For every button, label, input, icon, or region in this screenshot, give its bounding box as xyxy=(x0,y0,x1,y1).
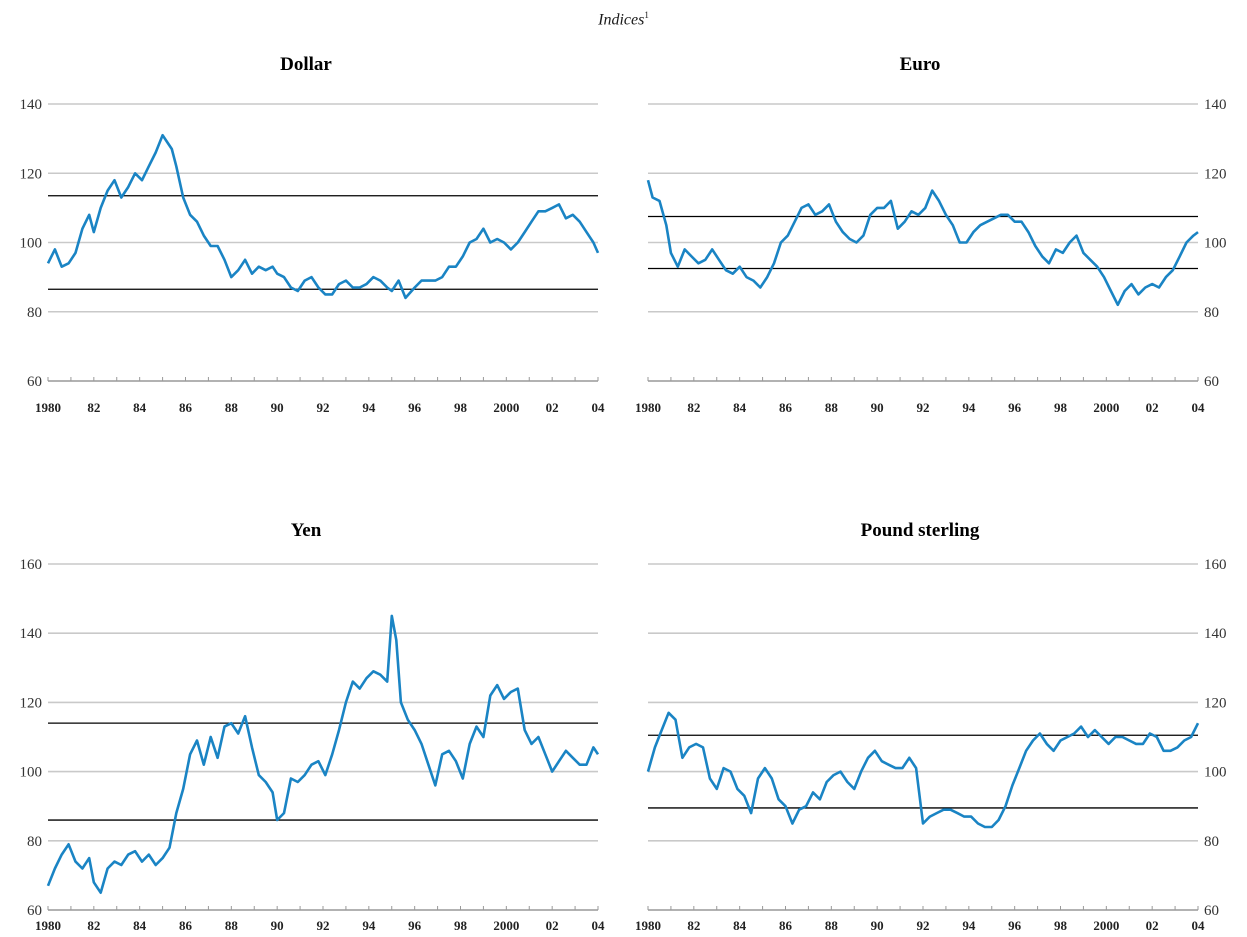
euro-xtick-label-86: 86 xyxy=(779,400,793,415)
dollar-xtick-label-84: 84 xyxy=(133,400,147,415)
dollar-xtick-label-04: 04 xyxy=(592,400,606,415)
yen-ytick-label-80: 80 xyxy=(27,834,42,850)
dollar-ytick-label-80: 80 xyxy=(27,305,42,321)
pound-sterling-ytick-label-140: 140 xyxy=(1204,626,1227,642)
euro-xtick-label-84: 84 xyxy=(733,400,747,415)
pound-sterling-ytick-label-60: 60 xyxy=(1204,903,1219,919)
chart-panel-euro: Euro 60 80 100 120 140 1980 82 84 86 88 90 92 94 96 98 2… xyxy=(635,54,1227,415)
euro-xtick-label-96: 96 xyxy=(1008,400,1022,415)
yen-ytick-label-160: 160 xyxy=(20,557,43,573)
euro-ytick-label-60: 60 xyxy=(1204,374,1219,390)
dollar-ytick-label-120: 120 xyxy=(20,166,43,182)
yen-xtick-label-88: 88 xyxy=(225,918,239,933)
euro-xtick-label-90: 90 xyxy=(871,400,884,415)
pound-sterling-xtick-label-04: 04 xyxy=(1192,918,1206,933)
pound-sterling-ytick-label-80: 80 xyxy=(1204,834,1219,850)
euro-xtick-label-1980: 1980 xyxy=(635,400,661,415)
dollar-ytick-label-140: 140 xyxy=(20,97,43,113)
yen-xtick-label-98: 98 xyxy=(454,918,468,933)
yen-ytick-label-140: 140 xyxy=(20,626,43,642)
euro-ytick-label-80: 80 xyxy=(1204,305,1219,321)
yen-xtick-label-96: 96 xyxy=(408,918,422,933)
yen-ytick-label-60: 60 xyxy=(27,903,42,919)
euro-xtick-label-2000: 2000 xyxy=(1093,400,1119,415)
euro-xtick-label-82: 82 xyxy=(687,400,700,415)
pound-sterling-xtick-label-84: 84 xyxy=(733,918,747,933)
dollar-ytick-label-60: 60 xyxy=(27,374,42,390)
yen-title: Yen xyxy=(291,520,322,541)
yen-xtick-label-82: 82 xyxy=(87,918,100,933)
pound-sterling-xtick-label-1980: 1980 xyxy=(635,918,661,933)
pound-sterling-xtick-label-82: 82 xyxy=(687,918,700,933)
euro-ytick-label-140: 140 xyxy=(1204,97,1227,113)
euro-series-line xyxy=(646,179,1199,307)
yen-xtick-label-90: 90 xyxy=(271,918,284,933)
euro-xtick-label-88: 88 xyxy=(825,400,839,415)
yen-xtick-label-2000: 2000 xyxy=(493,918,519,933)
yen-xtick-label-86: 86 xyxy=(179,918,193,933)
pound-sterling-xtick-label-88: 88 xyxy=(825,918,839,933)
dollar-xtick-label-02: 02 xyxy=(546,400,559,415)
figure-title-footnote: 1 xyxy=(644,10,649,20)
chart-panel-yen: Yen 60 80 100 120 140 160 1980 82 84 86 88 90 92 94 96 9… xyxy=(20,520,606,933)
dollar-title: Dollar xyxy=(280,54,332,75)
euro-ytick-label-120: 120 xyxy=(1204,166,1227,182)
pound-sterling-xtick-label-02: 02 xyxy=(1146,918,1159,933)
pound-sterling-xtick-label-94: 94 xyxy=(962,918,976,933)
yen-ytick-label-120: 120 xyxy=(20,695,43,711)
dollar-xtick-label-96: 96 xyxy=(408,400,422,415)
yen-xtick-label-04: 04 xyxy=(592,918,606,933)
dollar-xtick-label-2000: 2000 xyxy=(493,400,519,415)
dollar-series-line xyxy=(46,133,600,300)
yen-ytick-label-100: 100 xyxy=(20,765,43,781)
pound-sterling-xtick-label-2000: 2000 xyxy=(1093,918,1119,933)
pound-sterling-xtick-label-86: 86 xyxy=(779,918,793,933)
dollar-xtick-label-92: 92 xyxy=(317,400,330,415)
euro-xtick-label-92: 92 xyxy=(917,400,930,415)
pound-sterling-ytick-label-160: 160 xyxy=(1204,557,1227,573)
figure-title-text: Indices xyxy=(598,11,645,29)
chart-panel-pound-sterling: Pound sterling 60 80 100 120 140 160 1980 82 84 86… xyxy=(635,520,1227,933)
euro-ytick-label-100: 100 xyxy=(1204,236,1227,252)
dollar-xtick-label-82: 82 xyxy=(87,400,100,415)
chart-panel-dollar: Dollar 60 80 100 120 140 1980 82 84 86 88 90 92 94 96 9… xyxy=(20,54,606,415)
pound-sterling-xtick-label-96: 96 xyxy=(1008,918,1022,933)
dollar-xtick-label-94: 94 xyxy=(362,400,376,415)
euro-xtick-label-98: 98 xyxy=(1054,400,1068,415)
dollar-xtick-label-86: 86 xyxy=(179,400,193,415)
yen-series-line xyxy=(46,614,600,894)
pound-sterling-xtick-label-90: 90 xyxy=(871,918,884,933)
dollar-xtick-label-98: 98 xyxy=(454,400,468,415)
euro-xtick-label-02: 02 xyxy=(1146,400,1159,415)
pound-sterling-title: Pound sterling xyxy=(861,520,980,541)
dollar-xtick-label-88: 88 xyxy=(225,400,239,415)
pound-sterling-xtick-label-98: 98 xyxy=(1054,918,1068,933)
pound-sterling-ytick-label-100: 100 xyxy=(1204,765,1227,781)
yen-xtick-label-92: 92 xyxy=(317,918,330,933)
dollar-xtick-label-90: 90 xyxy=(271,400,284,415)
dollar-ytick-label-100: 100 xyxy=(20,236,43,252)
yen-xtick-label-02: 02 xyxy=(546,918,559,933)
figure-title: Indices1 xyxy=(0,10,1247,29)
euro-xtick-label-04: 04 xyxy=(1192,400,1206,415)
pound-sterling-ytick-label-120: 120 xyxy=(1204,695,1227,711)
pound-sterling-series-line xyxy=(646,711,1200,829)
yen-xtick-label-1980: 1980 xyxy=(35,918,61,933)
euro-title: Euro xyxy=(900,54,941,75)
yen-xtick-label-84: 84 xyxy=(133,918,147,933)
yen-xtick-label-94: 94 xyxy=(362,918,376,933)
dollar-xtick-label-1980: 1980 xyxy=(35,400,61,415)
pound-sterling-xtick-label-92: 92 xyxy=(917,918,930,933)
euro-xtick-label-94: 94 xyxy=(962,400,976,415)
